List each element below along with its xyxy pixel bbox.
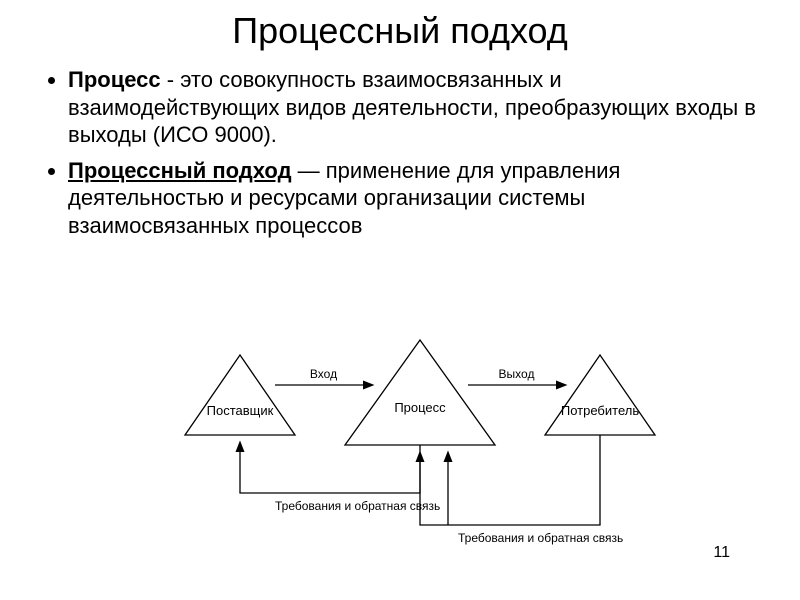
page-number: 11 xyxy=(713,544,730,562)
feedback-arrow xyxy=(420,435,600,525)
node-process xyxy=(345,340,495,445)
process-diagram: Поставщик Процесс Потребитель Вход Выход Треб… xyxy=(160,325,740,555)
feedback-label: Требования и обратная связь xyxy=(275,499,440,513)
node-label: Поставщик xyxy=(207,403,274,418)
diagram-svg: Поставщик Процесс Потребитель Вход Выход Треб… xyxy=(160,325,740,555)
flow-label: Выход xyxy=(499,367,535,381)
term-process-approach: Процессный подход xyxy=(68,158,292,183)
node-supplier xyxy=(185,355,295,435)
bullet-item: Процесс - это совокупность взаимосвязанн… xyxy=(68,66,760,149)
node-label: Потребитель xyxy=(561,403,639,418)
feedback-arrow xyxy=(240,443,420,493)
bullet-list: Процесс - это совокупность взаимосвязанн… xyxy=(40,66,760,239)
slide: Процессный подход Процесс - это совокупн… xyxy=(0,0,800,600)
flow-label: Вход xyxy=(310,367,337,381)
bullet-text: - это совокупность взаимосвязанных и вза… xyxy=(68,67,756,147)
node-label: Процесс xyxy=(394,400,446,415)
term-process: Процесс xyxy=(68,67,161,92)
bullet-item: Процессный подход — применение для управ… xyxy=(68,157,760,240)
slide-title: Процессный подход xyxy=(40,10,760,52)
feedback-label: Требования и обратная связь xyxy=(458,531,623,545)
node-consumer xyxy=(545,355,655,435)
